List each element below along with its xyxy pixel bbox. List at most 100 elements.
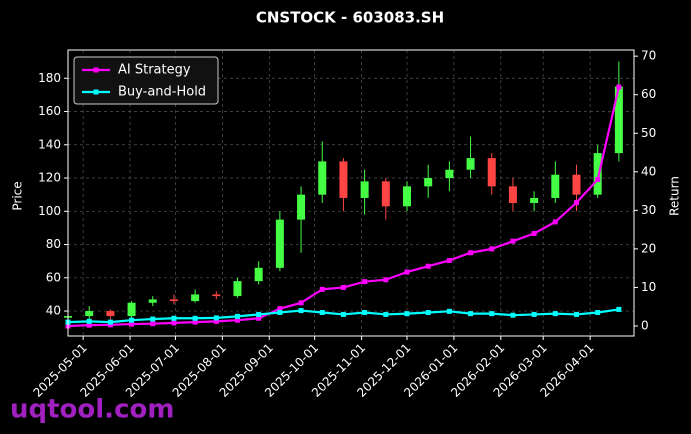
candle-body [85,311,94,317]
series-marker [468,250,474,256]
y-tick-label: 100 [38,204,61,218]
series-marker [256,315,262,321]
candle-body [508,186,517,203]
y2-tick-label: 70 [641,49,656,63]
candle-body [593,153,602,195]
y2-tick-label: 20 [641,241,656,255]
candle-body [445,169,454,179]
series-marker [446,257,452,263]
candle-body [233,281,242,297]
candle-body [127,302,136,317]
candle-body [381,181,390,207]
legend-marker [93,67,99,73]
series-marker [171,315,177,321]
plot-frame [67,49,635,337]
y-tick-label: 40 [46,304,61,318]
candle-body [106,311,115,317]
y-axis-label: Price [11,181,25,210]
series-marker [446,308,452,314]
candle-body [487,158,496,187]
series-marker [425,263,431,269]
series-marker [150,316,156,322]
candle-body [148,299,157,303]
series-marker [531,230,537,236]
candle-body [254,267,263,282]
series-marker [510,312,516,318]
candle-body [318,161,327,195]
series-marker [107,322,113,328]
series-marker [552,219,558,225]
series-marker [404,311,410,317]
watermark: uqtool.com [10,395,174,425]
series-marker [552,311,558,317]
candle-body [530,197,539,203]
series-marker [340,284,346,290]
legend-label: AI Strategy [118,63,191,78]
series-marker [340,311,346,317]
series-marker [573,200,579,206]
y2-tick-label: 50 [641,126,656,140]
series-marker [489,311,495,317]
candle-body [360,181,369,198]
series-marker [298,300,304,306]
series-marker [192,319,198,325]
series-marker [404,269,410,275]
series-marker [531,311,537,317]
y-tick-label: 60 [46,270,61,284]
series-marker [616,306,622,312]
chart-title: CNSTOCK - 603083.SH [256,9,444,27]
series-marker [510,238,516,244]
legend-marker [93,89,99,95]
legend-label: Buy-and-Hold [118,85,206,100]
y2-axis-label: Return [668,176,682,216]
series-marker [489,246,495,252]
y-tick-label: 120 [38,171,61,185]
candle-body [297,194,306,220]
series-marker [234,317,240,323]
series-marker [319,309,325,315]
series-marker [192,315,198,321]
series-marker [129,317,135,323]
y-tick-label: 180 [38,71,61,85]
y-tick-label: 80 [46,237,61,251]
series-marker [319,286,325,292]
series-marker [107,319,113,325]
series-marker [616,84,622,90]
y2-tick-label: 30 [641,203,656,217]
series-marker [86,318,92,324]
series-marker [362,309,368,315]
series-marker [277,306,283,312]
series-marker [573,311,579,317]
series-marker [595,309,601,315]
candle-body [275,219,284,268]
candle-body [424,178,433,187]
candle-body [191,294,200,302]
series-marker [129,321,135,327]
series-marker [468,311,474,317]
candle-body [212,294,221,297]
series-marker [298,308,304,314]
series-marker [234,313,240,319]
candle-body [551,174,560,198]
series-marker [383,311,389,317]
series-marker [362,279,368,285]
series-marker [150,321,156,327]
series-marker [256,311,262,317]
y2-tick-label: 10 [641,280,656,294]
series-marker [425,309,431,315]
y-tick-label: 160 [38,104,61,118]
y2-tick-label: 60 [641,87,656,101]
candle-body [402,186,411,207]
candle-body [169,299,178,302]
candle-body [614,86,623,154]
y2-tick-label: 0 [641,318,649,332]
series-marker [171,320,177,326]
series-marker [277,309,283,315]
candle-body [572,174,581,195]
y-tick-label: 140 [38,137,61,151]
candle-body [339,161,348,198]
series-marker [213,318,219,324]
series-marker [383,277,389,283]
y2-tick-label: 40 [641,164,656,178]
